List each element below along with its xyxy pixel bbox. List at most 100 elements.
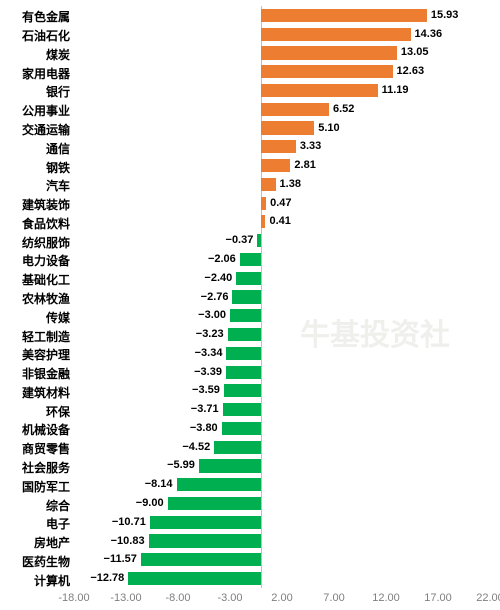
category-label: 建筑材料: [22, 384, 70, 401]
value-label: −5.99: [167, 459, 195, 471]
value-label: 3.33: [300, 140, 321, 152]
x-tick-label: -3.00: [200, 592, 260, 604]
value-label: 15.93: [431, 9, 459, 21]
value-label: −3.34: [195, 347, 223, 359]
value-label: 2.81: [294, 159, 315, 171]
bar: [261, 103, 329, 116]
category-label: 电力设备: [22, 252, 70, 269]
value-label: −10.83: [111, 535, 145, 547]
value-label: −2.06: [208, 253, 236, 265]
x-tick-label: 7.00: [304, 592, 364, 604]
value-label: −3.59: [192, 384, 220, 396]
category-label: 有色金属: [22, 8, 70, 25]
bar: [261, 9, 427, 22]
bar: [261, 178, 275, 191]
bar: [261, 28, 410, 41]
bar: [199, 459, 261, 472]
bar: [257, 234, 261, 247]
category-label: 房地产: [34, 534, 70, 551]
category-label: 食品饮料: [22, 215, 70, 232]
category-label: 煤炭: [46, 46, 70, 63]
category-label: 纺织服饰: [22, 234, 70, 251]
value-label: −3.23: [196, 328, 224, 340]
bar: [223, 403, 262, 416]
bar: [232, 290, 261, 303]
bar: [128, 572, 261, 585]
category-label: 通信: [46, 140, 70, 157]
category-label: 商贸零售: [22, 440, 70, 457]
bar: [149, 534, 262, 547]
category-label: 综合: [46, 497, 70, 514]
category-label: 非银金融: [22, 365, 70, 382]
bar: [261, 140, 296, 153]
bar: [230, 309, 261, 322]
bar: [224, 384, 261, 397]
category-label: 医药生物: [22, 553, 70, 570]
value-label: −10.71: [112, 516, 146, 528]
bar: [141, 553, 261, 566]
bar: [222, 422, 262, 435]
bar: [261, 197, 266, 210]
value-label: 14.36: [415, 28, 443, 40]
x-tick-label: 2.00: [252, 592, 312, 604]
bar: [226, 347, 261, 360]
value-label: −2.76: [201, 291, 229, 303]
category-label: 银行: [46, 83, 70, 100]
category-label: 家用电器: [22, 65, 70, 82]
x-tick-label: 12.00: [356, 592, 416, 604]
category-label: 轻工制造: [22, 328, 70, 345]
value-label: −3.80: [190, 422, 218, 434]
category-label: 社会服务: [22, 459, 70, 476]
x-tick-label: 17.00: [408, 592, 468, 604]
category-label: 计算机: [34, 572, 70, 589]
category-label: 钢铁: [46, 159, 70, 176]
value-label: −9.00: [136, 497, 164, 509]
category-label: 机械设备: [22, 421, 70, 438]
value-label: −8.14: [145, 478, 173, 490]
category-label: 传媒: [46, 309, 70, 326]
category-label: 电子: [46, 515, 70, 532]
category-label: 国防军工: [22, 478, 70, 495]
value-label: −3.39: [194, 366, 222, 378]
category-label: 石油石化: [22, 27, 70, 44]
bar: [214, 441, 261, 454]
sector-performance-chart: -18.00-13.00-8.00-3.002.007.0012.0017.00…: [0, 0, 500, 610]
category-label: 建筑装饰: [22, 196, 70, 213]
bar: [261, 121, 314, 134]
category-label: 交通运输: [22, 121, 70, 138]
x-tick-label: -13.00: [96, 592, 156, 604]
bar: [168, 497, 262, 510]
value-label: −3.71: [191, 403, 219, 415]
value-label: 13.05: [401, 46, 429, 58]
x-tick-label: -18.00: [44, 592, 104, 604]
category-label: 公用事业: [22, 102, 70, 119]
value-label: −12.78: [90, 572, 124, 584]
value-label: −3.00: [198, 309, 226, 321]
value-label: 1.38: [280, 178, 301, 190]
bar: [261, 84, 377, 97]
bar: [240, 253, 261, 266]
x-tick-label: 22.00: [460, 592, 500, 604]
value-label: 11.19: [382, 84, 409, 96]
value-label: −11.57: [104, 553, 137, 565]
category-label: 汽车: [46, 177, 70, 194]
category-label: 环保: [46, 403, 70, 420]
watermark: 牛基投资社: [300, 310, 450, 354]
bar: [261, 215, 265, 228]
value-label: 0.41: [269, 215, 290, 227]
bar: [261, 46, 397, 59]
value-label: 12.63: [397, 65, 425, 77]
value-label: 5.10: [318, 122, 339, 134]
category-label: 农林牧渔: [22, 290, 70, 307]
bar: [177, 478, 262, 491]
category-label: 美容护理: [22, 346, 70, 363]
category-label: 基础化工: [22, 271, 70, 288]
value-label: −4.52: [182, 441, 210, 453]
value-label: 0.47: [270, 197, 291, 209]
value-label: 6.52: [333, 103, 354, 115]
bar: [261, 159, 290, 172]
bar: [150, 516, 261, 529]
value-label: −0.37: [226, 234, 254, 246]
x-tick-label: -8.00: [148, 592, 208, 604]
bar: [226, 366, 261, 379]
